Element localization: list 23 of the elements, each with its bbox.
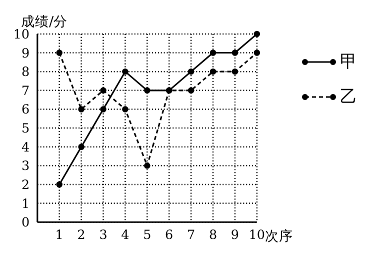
x-tick-label: 7: [187, 228, 196, 244]
x-tick-label: 8: [208, 228, 218, 244]
x-tick-label: 6: [165, 228, 174, 244]
x-tick-label: 3: [99, 228, 108, 244]
x-tick-label: 9: [230, 228, 240, 244]
y-tick-label: 7: [21, 84, 30, 99]
y-tick-label: 8: [21, 65, 30, 80]
y-tick-label: 3: [21, 159, 30, 174]
y-tick-label: 4: [21, 140, 30, 156]
y-tick-label: 1: [21, 196, 30, 212]
x-tick-label: 1: [55, 228, 64, 244]
y-tick-label: 5: [21, 122, 30, 137]
x-tick-label: 2: [77, 228, 86, 244]
y-tick-label: 0: [21, 216, 30, 231]
x-tick-label: 5: [143, 228, 152, 244]
y-tick-label: 9: [21, 46, 30, 62]
x-axis-title: 次序: [264, 228, 293, 245]
legend-label: 乙: [340, 86, 357, 108]
y-tick-label: 6: [21, 102, 30, 118]
x-tick-label: 10: [248, 228, 266, 244]
y-tick-label: 2: [21, 178, 30, 194]
x-tick-label: 4: [121, 228, 130, 244]
legend-label: 甲: [340, 51, 357, 73]
